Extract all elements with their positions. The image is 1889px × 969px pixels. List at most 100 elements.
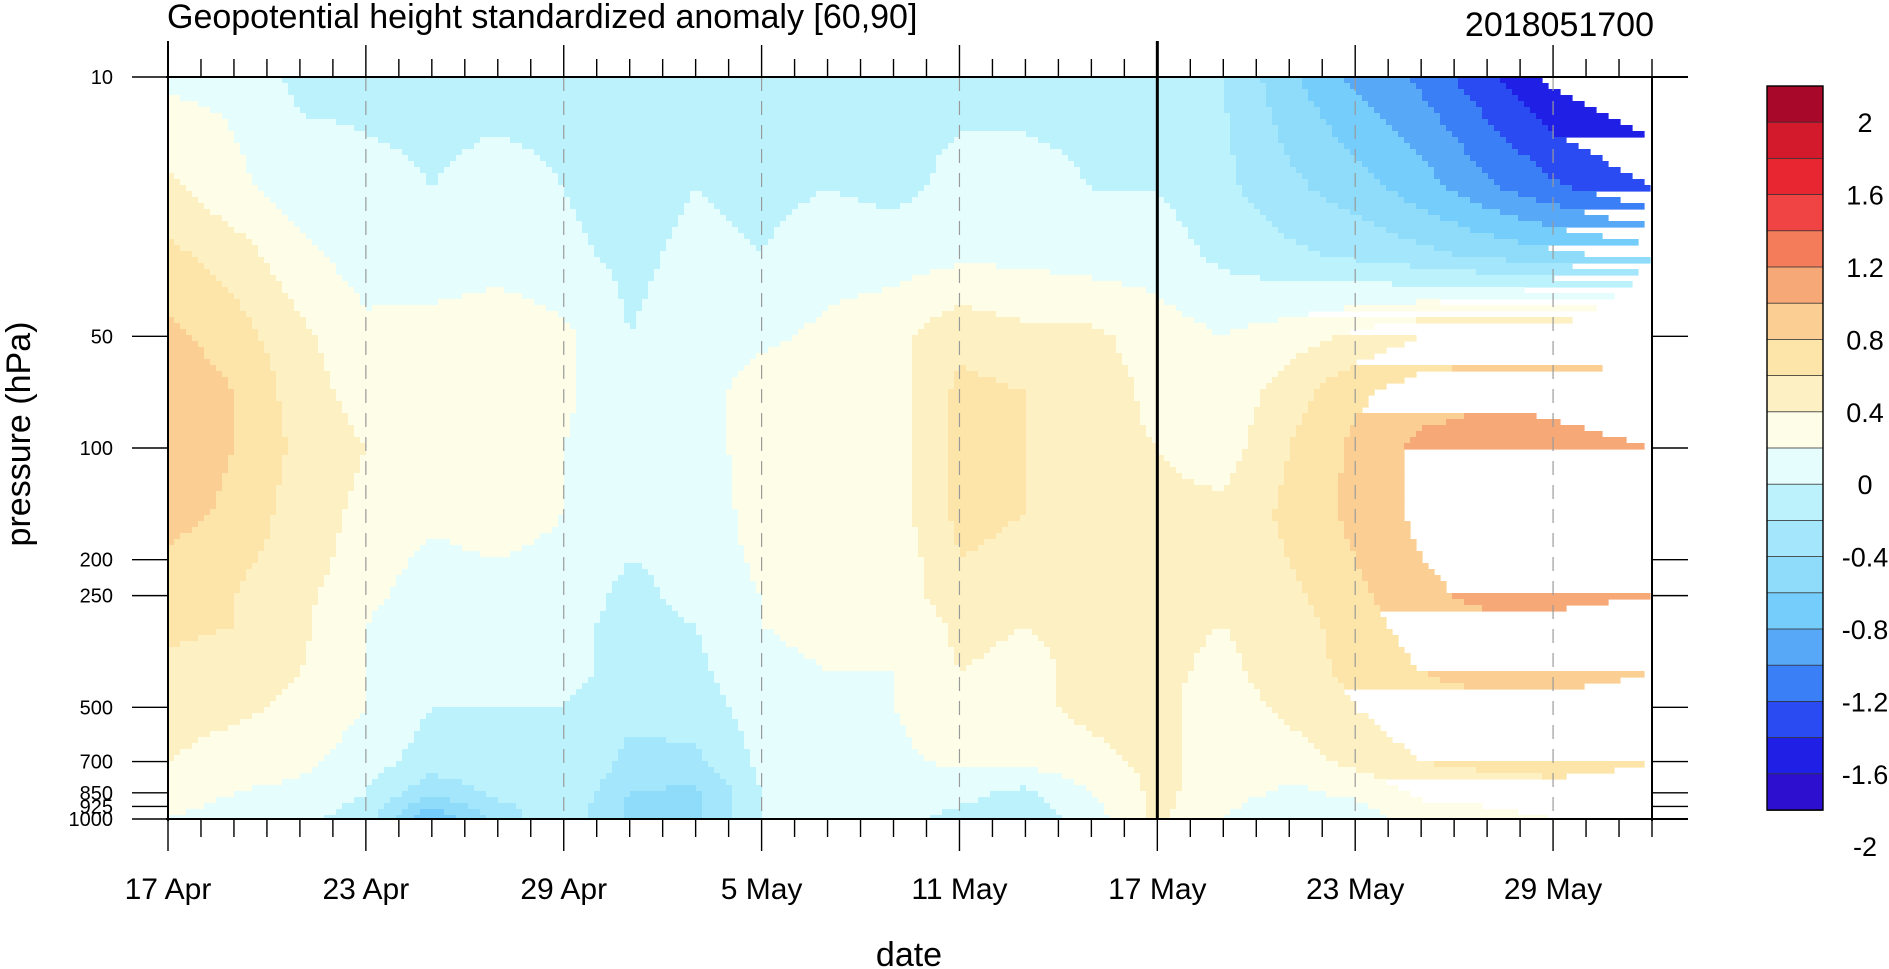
colorbar-frame — [1766, 85, 1824, 811]
field-cell — [912, 521, 955, 528]
field-cell — [1314, 395, 1369, 402]
field-cell — [1482, 605, 1567, 612]
field-cell — [1296, 425, 1351, 432]
field-cell — [306, 653, 367, 660]
field-cell — [1374, 221, 1459, 228]
field-cell — [486, 815, 523, 820]
field-cell — [1224, 107, 1273, 114]
field-cell — [372, 779, 421, 786]
field-cell — [354, 473, 565, 480]
field-cell — [612, 761, 709, 768]
field-cell — [504, 287, 619, 294]
field-cell — [1422, 425, 1585, 432]
field-cell — [1056, 809, 1105, 816]
field-cell — [294, 221, 583, 228]
field-cell — [1182, 725, 1291, 732]
field-cell — [954, 527, 1003, 534]
field-cell — [1446, 185, 1501, 192]
field-cell — [288, 215, 577, 222]
field-cell — [1266, 83, 1303, 90]
field-cell — [954, 533, 997, 540]
field-cell — [1272, 707, 1357, 714]
colorbar-segment — [1766, 157, 1824, 196]
field-cell — [1182, 311, 1309, 318]
field-cell — [594, 791, 631, 798]
field-cell — [1200, 245, 1309, 252]
field-cell — [798, 647, 955, 654]
field-cell — [744, 737, 913, 744]
field-cell — [1182, 743, 1315, 750]
field-cell — [738, 509, 913, 516]
field-cell — [282, 407, 343, 414]
field-cell — [270, 527, 343, 534]
field-cell — [1518, 95, 1573, 102]
field-cell — [564, 437, 727, 444]
field-cell — [438, 773, 607, 780]
field-cell — [366, 683, 583, 690]
field-cell — [366, 791, 403, 798]
field-cell — [954, 521, 1009, 528]
field-cell — [276, 695, 367, 702]
field-cell — [180, 641, 307, 648]
field-cell — [1440, 113, 1483, 120]
field-cell — [300, 311, 559, 318]
field-cell — [816, 659, 955, 666]
field-cell — [210, 509, 277, 516]
field-cell — [324, 353, 577, 360]
field-cell — [1176, 209, 1261, 216]
field-cell — [1494, 125, 1549, 132]
field-cell — [744, 233, 775, 240]
field-cell — [1464, 683, 1585, 690]
field-cell — [1338, 473, 1405, 480]
field-cell — [1050, 269, 1231, 276]
field-cell — [1308, 245, 1435, 252]
field-cell — [912, 479, 949, 486]
colorbar-segment — [1766, 483, 1824, 522]
field-cell — [366, 707, 433, 714]
field-cell — [564, 509, 739, 516]
field-cell — [168, 611, 235, 618]
colorbar-label: 2 — [1857, 108, 1872, 138]
colorbar-segment — [1766, 302, 1824, 341]
field-cell — [1308, 179, 1381, 186]
field-cell — [186, 329, 259, 336]
field-cell — [618, 281, 649, 288]
field-cell — [930, 269, 1051, 276]
field-cell — [192, 527, 271, 534]
field-cell — [1230, 479, 1285, 486]
field-cell — [318, 347, 577, 354]
field-cell — [720, 209, 793, 216]
field-cell — [234, 431, 283, 438]
field-cell — [1212, 629, 1231, 636]
field-cell — [948, 635, 1009, 642]
colorbar-segment — [1766, 375, 1824, 413]
field-cell — [912, 449, 949, 456]
field-cell — [288, 293, 361, 300]
field-cell — [954, 653, 985, 660]
field-cell — [1164, 455, 1243, 462]
field-cell — [1554, 131, 1645, 138]
field-cell — [168, 293, 235, 300]
field-cell — [1458, 221, 1543, 228]
field-cell — [456, 815, 487, 820]
field-cell — [282, 467, 361, 474]
field-cell — [996, 533, 1279, 540]
field-cell — [684, 617, 763, 624]
field-cell — [1290, 449, 1345, 456]
field-cell — [342, 737, 415, 744]
field-cell — [726, 695, 895, 702]
field-cell — [912, 341, 1117, 348]
field-cell — [282, 209, 577, 216]
field-cell — [1050, 803, 1105, 810]
field-cell — [732, 815, 763, 820]
field-cell — [762, 797, 979, 804]
field-cell — [750, 239, 769, 246]
field-cell — [1308, 89, 1357, 96]
field-cell — [192, 251, 259, 258]
field-cell — [318, 593, 391, 600]
field-cell — [570, 425, 727, 432]
field-cell — [1362, 95, 1423, 102]
field-cell — [366, 653, 595, 660]
field-cell — [660, 257, 1207, 264]
field-cell — [1320, 617, 1387, 624]
